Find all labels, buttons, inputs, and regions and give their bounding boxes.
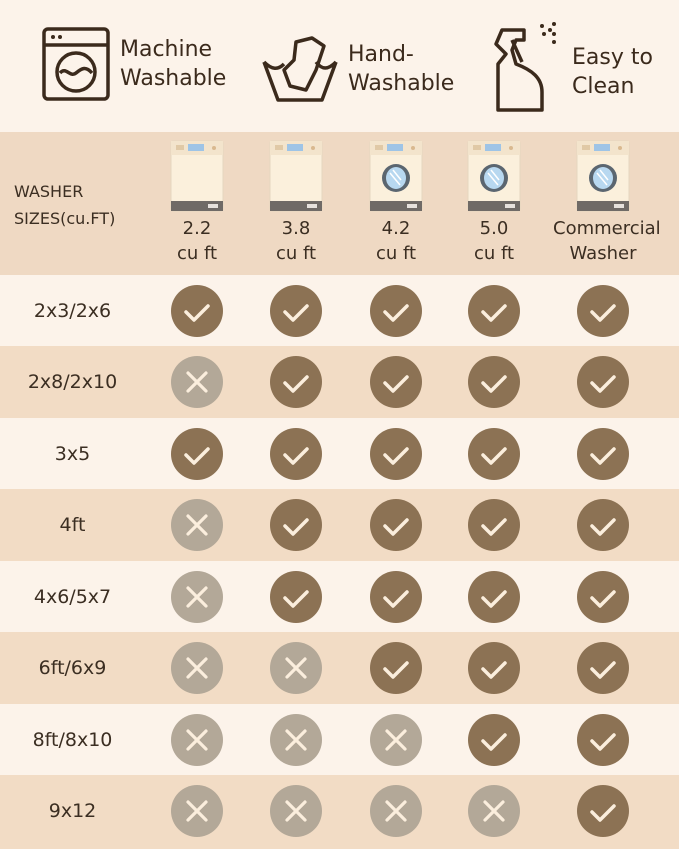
- feature-label: Clean: [572, 74, 635, 99]
- not-fit-x-icon: [270, 714, 322, 766]
- size-label: 2x3/2x6: [33, 300, 112, 322]
- row-header-label: WASHER SIZES(cu.FT): [14, 182, 116, 228]
- washer-front-load-icon: [369, 140, 423, 212]
- fits-check-icon: [370, 499, 422, 551]
- column-label: 5.0 cu ft: [473, 218, 515, 264]
- fits-check-icon: [171, 428, 223, 480]
- washing-machine-icon: [42, 27, 110, 101]
- fits-check-icon: [577, 428, 629, 480]
- size-label: 3x5: [54, 443, 91, 465]
- fits-check-icon: [577, 356, 629, 408]
- table-header: WASHER SIZES(cu.FT) 2.2 cu ft 3.8 cu ft 4.…: [0, 132, 679, 275]
- feature-label: Machine: [120, 37, 213, 62]
- fits-check-icon: [577, 285, 629, 337]
- fits-check-icon: [468, 642, 520, 694]
- fits-check-icon: [577, 571, 629, 623]
- fits-check-icon: [370, 571, 422, 623]
- spray-bottle-icon: [494, 22, 556, 112]
- column-header: 2.2 cu ft: [147, 140, 247, 266]
- size-label: 9x12: [48, 800, 97, 822]
- not-fit-x-icon: [171, 499, 223, 551]
- column-label: 2.2 cu ft: [176, 218, 218, 264]
- fits-check-icon: [270, 571, 322, 623]
- fits-check-icon: [270, 356, 322, 408]
- table-row: 6ft/6x9: [0, 632, 679, 704]
- table-row: 3x5: [0, 418, 679, 490]
- fits-check-icon: [370, 642, 422, 694]
- fits-check-icon: [577, 714, 629, 766]
- feature-label: Easy to: [572, 45, 653, 70]
- size-label: 2x8/2x10: [27, 371, 118, 393]
- column-label: 4.2 cu ft: [375, 218, 417, 264]
- fits-check-icon: [468, 499, 520, 551]
- fits-check-icon: [468, 571, 520, 623]
- column-header: 3.8 cu ft: [246, 140, 346, 266]
- table-row: 4x6/5x7: [0, 561, 679, 633]
- column-header: Commercial Washer: [553, 140, 661, 266]
- feature-label: Hand-: [348, 42, 414, 67]
- feature-label: Washable: [120, 66, 227, 91]
- fits-check-icon: [468, 356, 520, 408]
- fits-check-icon: [270, 499, 322, 551]
- not-fit-x-icon: [171, 785, 223, 837]
- feature-bar: Machine Washable Hand- Washable Easy to Cle…: [0, 0, 679, 132]
- size-label: 4ft: [59, 514, 86, 536]
- washer-top-load-icon: [170, 140, 224, 212]
- size-label: 8ft/8x10: [32, 729, 113, 751]
- feature-hand-washable: Hand- Washable: [262, 36, 454, 102]
- fits-check-icon: [370, 285, 422, 337]
- washer-top-load-icon: [269, 140, 323, 212]
- column-label: 3.8 cu ft: [275, 218, 317, 264]
- table-row: 2x3/2x6: [0, 275, 679, 347]
- not-fit-x-icon: [370, 785, 422, 837]
- fits-check-icon: [270, 285, 322, 337]
- fits-check-icon: [577, 499, 629, 551]
- hand-wash-icon: [262, 36, 338, 102]
- fits-check-icon: [270, 428, 322, 480]
- fits-check-icon: [577, 642, 629, 694]
- fits-check-icon: [468, 285, 520, 337]
- not-fit-x-icon: [370, 714, 422, 766]
- fits-check-icon: [468, 428, 520, 480]
- not-fit-x-icon: [171, 356, 223, 408]
- column-header: 4.2 cu ft: [346, 140, 446, 266]
- not-fit-x-icon: [270, 785, 322, 837]
- feature-label: Washable: [348, 71, 455, 96]
- washer-front-load-icon: [576, 140, 630, 212]
- fits-check-icon: [577, 785, 629, 837]
- not-fit-x-icon: [468, 785, 520, 837]
- table-row: 8ft/8x10: [0, 704, 679, 776]
- fits-check-icon: [171, 285, 223, 337]
- not-fit-x-icon: [171, 714, 223, 766]
- fits-check-icon: [370, 356, 422, 408]
- size-label: 4x6/5x7: [33, 586, 112, 608]
- feature-easy-to-clean: Easy to Clean: [492, 20, 653, 114]
- table-row: 4ft: [0, 489, 679, 561]
- fits-check-icon: [468, 714, 520, 766]
- table-row: 2x8/2x10: [0, 346, 679, 418]
- column-label: Commercial Washer: [553, 218, 661, 264]
- fits-check-icon: [370, 428, 422, 480]
- feature-machine-washable: Machine Washable: [42, 27, 226, 101]
- not-fit-x-icon: [171, 642, 223, 694]
- not-fit-x-icon: [270, 642, 322, 694]
- column-header: 5.0 cu ft: [444, 140, 544, 266]
- washer-front-load-icon: [467, 140, 521, 212]
- not-fit-x-icon: [171, 571, 223, 623]
- table-row: 9x12: [0, 775, 679, 849]
- size-label: 6ft/6x9: [38, 657, 107, 679]
